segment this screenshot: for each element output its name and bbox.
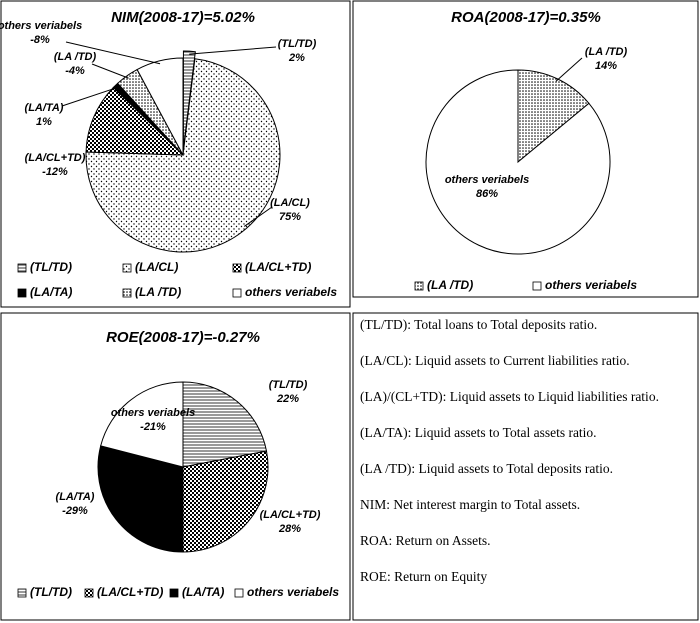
legend-swatch	[169, 588, 179, 598]
notes: (TL/TD): Total loans to Total deposits r…	[356, 316, 692, 604]
legend-swatch	[234, 588, 244, 598]
note: (LA)/(CL+TD): Liquid assets to Liquid li…	[360, 389, 659, 404]
note: NIM: Net interest margin to Total assets…	[360, 497, 581, 512]
leader-line	[555, 57, 583, 82]
pie-slice	[517, 69, 590, 164]
slice-label: others veriabels	[445, 174, 529, 186]
slice-label: (LA/CL+TD)	[260, 509, 321, 521]
slice-value: 1%	[36, 116, 52, 128]
slice-label: (LA/TA)	[56, 491, 95, 503]
slice-value: -4%	[65, 65, 85, 77]
legend-swatch	[532, 281, 542, 291]
note: (LA/TA): Liquid assets to Total assets r…	[360, 425, 597, 440]
legend-label: (LA/TA)	[30, 285, 72, 299]
leader-line	[243, 206, 273, 227]
pie-slice	[100, 381, 184, 468]
legend-label: others veriabels	[245, 285, 337, 299]
leader-line	[189, 46, 277, 55]
leader-line	[61, 86, 118, 107]
slice-label: (TL/TD)	[278, 38, 317, 50]
note: (TL/TD): Total loans to Total deposits r…	[360, 317, 598, 332]
slice-label: others veriabels	[0, 20, 82, 32]
slice-value: 2%	[288, 52, 305, 64]
pie-slice	[425, 69, 611, 255]
chart-title: NIM(2008-17)=5.02%	[111, 9, 255, 26]
slice-value: 28%	[278, 523, 301, 535]
legend-swatch	[414, 281, 424, 291]
panel-border	[0, 312, 351, 621]
slice-label: (LA /TD)	[54, 51, 97, 63]
slice-value: -8%	[30, 34, 50, 46]
legend-swatch	[17, 288, 27, 298]
chart-title: ROE(2008-17)=-0.27%	[106, 329, 260, 346]
legend-swatch	[122, 288, 132, 298]
chart-title: ROA(2008-17)=0.35%	[451, 9, 601, 26]
slice-value: 22%	[276, 393, 299, 405]
slice-value: 14%	[595, 60, 617, 72]
legend-label: (LA/CL)	[135, 260, 178, 274]
pie-slice	[136, 57, 184, 156]
panel-border	[352, 0, 699, 298]
pie-slice	[182, 450, 269, 553]
legend-swatch	[17, 263, 27, 273]
legend-label: (LA/TA)	[182, 585, 224, 599]
panel-border	[0, 0, 351, 308]
note: ROE: Return on Equity	[360, 569, 488, 584]
slice-value: -21%	[140, 421, 166, 433]
legend-label: others veriabels	[247, 585, 339, 599]
legend-label: (LA /TD)	[135, 285, 181, 299]
leader-line	[91, 63, 129, 79]
slice-label: (LA/CL+TD)	[25, 152, 86, 164]
slice-label: (LA /TD)	[585, 46, 628, 58]
pie-slice	[182, 381, 268, 468]
panel-border	[352, 312, 699, 621]
legend-swatch	[122, 263, 132, 273]
legend-label: others veriabels	[545, 278, 637, 292]
legend-swatch	[232, 288, 242, 298]
slice-value: -12%	[42, 166, 68, 178]
leader-line	[65, 41, 161, 65]
legend-label: (TL/TD)	[30, 585, 72, 599]
pie-slice	[97, 445, 184, 553]
note: (LA /TD): Liquid assets to Total deposit…	[360, 461, 614, 476]
legend-label: (LA /TD)	[427, 278, 473, 292]
note: (LA/CL): Liquid assets to Current liabil…	[360, 353, 630, 368]
note: ROA: Return on Assets.	[360, 533, 491, 548]
legend-swatch	[17, 588, 27, 598]
pie-slice	[85, 86, 185, 156]
legend-swatch	[232, 263, 242, 273]
slice-value: 75%	[279, 211, 301, 223]
slice-label: (LA/TA)	[25, 102, 64, 114]
legend-label: (LA/CL+TD)	[97, 585, 163, 599]
legend-label: (LA/CL+TD)	[245, 260, 311, 274]
legend-label: (TL/TD)	[30, 260, 72, 274]
slice-label: others veriabels	[111, 407, 195, 419]
slice-value: -29%	[62, 505, 88, 517]
slice-label: (TL/TD)	[269, 379, 308, 391]
legend-swatch	[84, 588, 94, 598]
slice-value: 86%	[476, 188, 498, 200]
slice-label: (LA/CL)	[270, 197, 310, 209]
